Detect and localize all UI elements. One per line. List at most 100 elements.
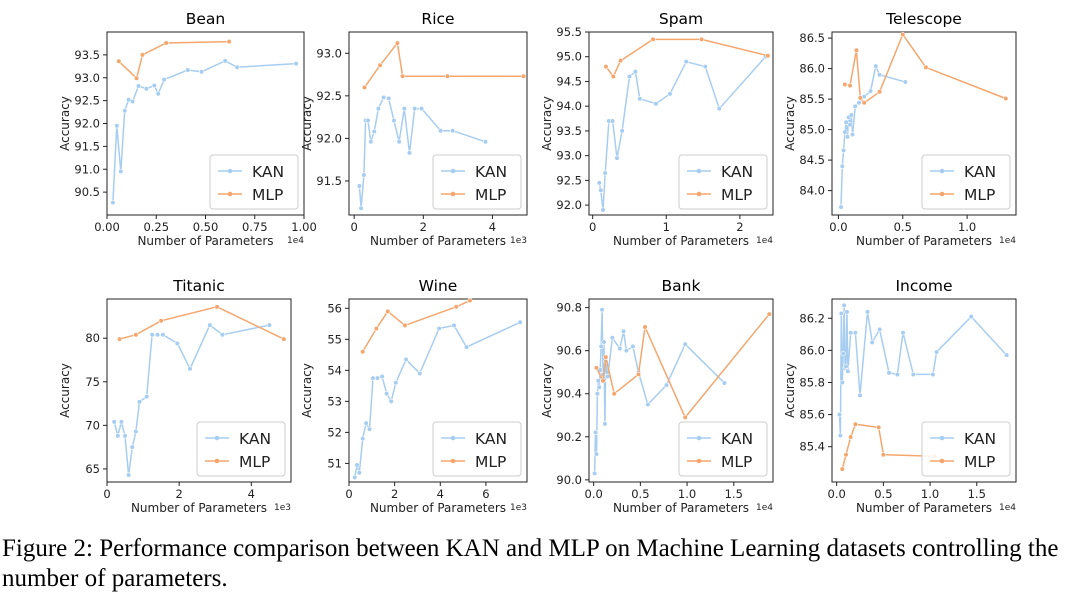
data-point [721, 380, 728, 386]
data-point [619, 128, 625, 134]
data-point [923, 64, 929, 70]
data-point [453, 304, 459, 310]
data-point [144, 394, 150, 400]
data-point [840, 147, 847, 153]
data-point [207, 322, 213, 328]
data-point [838, 310, 844, 317]
data-point [117, 336, 123, 342]
data-point [592, 470, 598, 476]
series-line [838, 305, 1008, 436]
data-point [174, 340, 180, 347]
legend-swatch-marker [939, 168, 945, 174]
data-point [603, 64, 609, 70]
data-point [592, 429, 599, 436]
y-tick-label: 94.0 [556, 99, 582, 113]
data-point [371, 128, 377, 135]
data-point [396, 139, 402, 145]
data-point [836, 411, 843, 418]
legend-box [678, 421, 768, 477]
data-point [219, 332, 226, 338]
y-axis-label: Accuracy [540, 96, 554, 151]
data-point [185, 67, 191, 73]
data-point [110, 200, 116, 206]
data-point [601, 339, 607, 345]
data-point [852, 103, 858, 110]
data-point [623, 348, 629, 354]
data-point [642, 324, 648, 330]
data-point [418, 106, 425, 112]
plot-frame [588, 298, 774, 483]
data-point [450, 128, 456, 134]
data-point [894, 371, 900, 378]
y-tick-label: 51 [327, 456, 342, 470]
series-line [112, 59, 297, 203]
chart-title: Spam [659, 10, 703, 28]
x-axis-multiplier: 1e4 [756, 236, 773, 246]
data-point [838, 204, 844, 210]
x-tick-label: 0.5 [631, 487, 649, 501]
plot-frame [831, 31, 1017, 216]
data-point [618, 58, 624, 64]
legend: KAN MLP [432, 421, 522, 477]
data-point [877, 326, 883, 333]
chart-title: Bean [186, 10, 226, 28]
data-point [391, 117, 397, 124]
y-tick-label: 92.5 [74, 94, 100, 108]
data-point [599, 307, 605, 313]
data-point [115, 433, 121, 439]
y-tick-label: 93.0 [316, 46, 342, 60]
data-point [122, 108, 128, 114]
data-point [222, 58, 228, 64]
x-tick-label: 0 [345, 487, 352, 501]
x-axis-multiplier: 1e4 [756, 503, 773, 513]
y-tick-label: 65 [85, 462, 100, 476]
data-point [198, 69, 205, 75]
legend-label: MLP [239, 453, 270, 471]
legend-swatch-marker [450, 435, 456, 441]
y-axis-label: Accuracy [300, 96, 314, 151]
data-point [602, 421, 608, 427]
x-tick-label: 0.5 [874, 487, 892, 501]
y-tick-label: 95.5 [556, 25, 582, 39]
data-point [437, 128, 444, 134]
data-point [234, 64, 240, 70]
data-point [266, 322, 272, 328]
data-point [600, 378, 606, 384]
x-tick-label: 6 [482, 487, 489, 501]
data-point [388, 398, 394, 404]
data-point [154, 332, 161, 338]
x-axis-label: Number of Parameters [856, 501, 992, 515]
data-point [650, 36, 656, 43]
data-point [373, 325, 379, 332]
x-tick-label: 2 [391, 487, 398, 501]
data-point [155, 91, 161, 97]
legend-box [678, 154, 768, 210]
y-tick-label: 92.0 [316, 131, 342, 145]
data-point [856, 100, 862, 106]
data-point [843, 452, 849, 458]
data-point [114, 123, 120, 129]
data-point [869, 339, 875, 345]
legend-label: MLP [475, 453, 506, 471]
data-point [226, 39, 232, 45]
data-point [645, 401, 651, 408]
x-tick-label: 0 [589, 220, 596, 234]
plot-frame [106, 298, 292, 483]
data-point [520, 73, 527, 79]
x-tick-label: 0 [103, 487, 110, 501]
series-kan [110, 58, 299, 206]
data-point [610, 73, 616, 80]
data-point [406, 150, 413, 156]
legend-label: MLP [964, 453, 995, 471]
data-point [603, 354, 609, 360]
y-tick-label: 93.0 [556, 149, 582, 163]
y-tick-label: 55 [327, 332, 342, 346]
y-tick-label: 53 [327, 394, 342, 408]
chart-spam: Spam 0 1 2 92.0 92.5 93.0 93.5 94.0 94.5 95.0 95.5 N… [540, 10, 774, 248]
series-mlp [593, 311, 772, 421]
data-point [848, 434, 854, 440]
series-kan [356, 94, 489, 211]
y-tick-label: 75 [85, 375, 100, 389]
data-point [682, 414, 688, 421]
figure-caption: Figure 2: Performance comparison between… [2, 535, 1059, 592]
